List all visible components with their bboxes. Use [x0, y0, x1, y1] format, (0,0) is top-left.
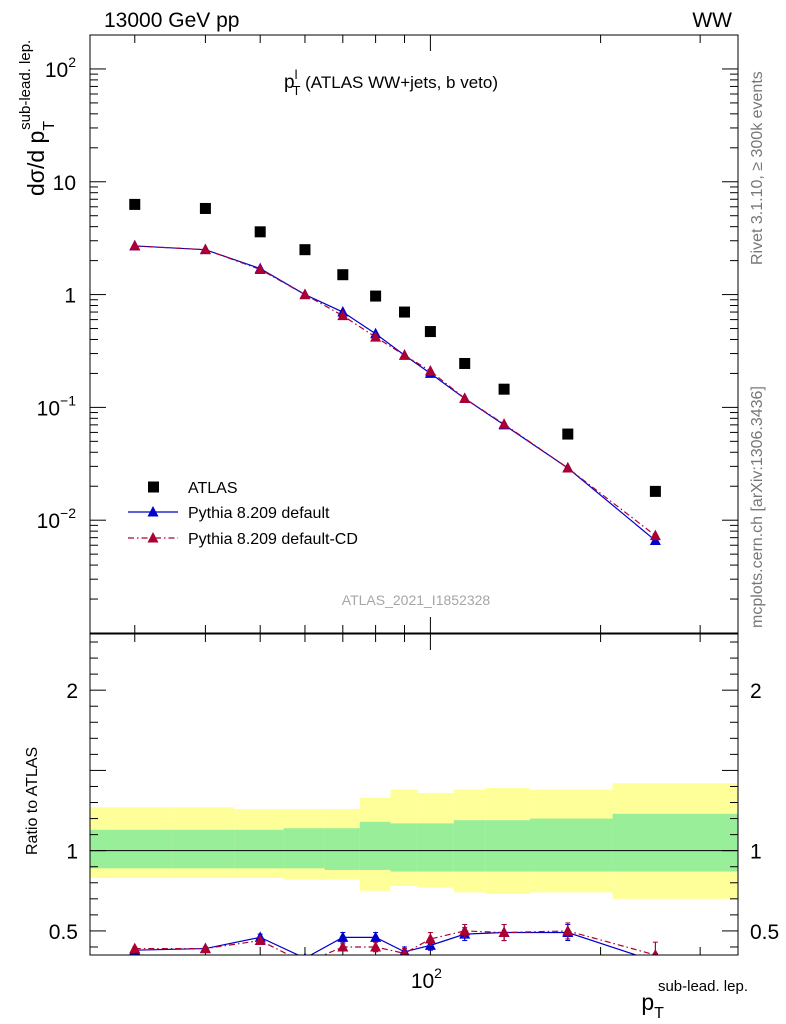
- y-tick-label: 1: [64, 285, 76, 308]
- band-inner-segment: [90, 829, 173, 869]
- legend-label: Pythia 8.209 default: [188, 505, 330, 522]
- y-tick-label: 102: [45, 54, 76, 82]
- y-tick-label: 10−1: [37, 392, 77, 420]
- legend-label: ATLAS: [188, 480, 238, 497]
- band-inner-segment: [172, 829, 235, 869]
- main-plot-frame: [89, 34, 739, 634]
- x-axis-label: pTsub-lead. lep.: [641, 978, 748, 1022]
- main-plot-title: pl T (ATLAS WW+jets, b veto): [284, 67, 498, 98]
- ratio-default-point: [337, 931, 349, 942]
- pythia-cd-point: [649, 529, 661, 541]
- atlas-point: [370, 290, 382, 302]
- pythia-default-line: [134, 245, 656, 542]
- ratio-cd-point: [370, 940, 382, 952]
- ratio-data-marks: [129, 922, 661, 968]
- atlas-point: [399, 306, 411, 318]
- legend: ATLAS Pythia 8.209 default Pythia 8.209 de…: [128, 480, 358, 548]
- atlas-point: [498, 383, 510, 395]
- band-inner-segment: [359, 821, 391, 870]
- main-data-marks: [129, 198, 661, 546]
- atlas-point: [459, 357, 471, 369]
- pythia-cd-point: [399, 349, 411, 360]
- ratio-default-point: [303, 952, 307, 955]
- watermark: ATLAS_2021_I1852328: [342, 592, 491, 608]
- ratio-plot: Ratio to ATLAS 2 2 1 1 0.5 0.5: [24, 633, 779, 968]
- atlas-point: [649, 485, 661, 497]
- ratio-y-tick-label: 1: [66, 841, 78, 864]
- ratio-y-tick-label: 2: [66, 680, 78, 703]
- band-inner-segment: [453, 820, 486, 872]
- ratio-cd-point: [424, 932, 436, 944]
- legend-atlas-marker: [148, 481, 159, 493]
- main-plot: pl T (ATLAS WW+jets, b veto) ATLAS_2021_I…: [17, 34, 739, 634]
- ratio-y-axis-label: Ratio to ATLAS: [24, 747, 41, 855]
- main-axis-tick-labels: 102 10 1 10−1 10−2: [37, 54, 77, 533]
- atlas-point: [424, 326, 436, 338]
- ratio-cd-point: [652, 949, 659, 955]
- band-inner-segment: [324, 828, 360, 870]
- pythia-cd-point: [498, 418, 510, 429]
- pythia-cd-point: [299, 288, 311, 300]
- mcplots-label: mcplots.cern.ch [arXiv:1306.3436]: [749, 386, 766, 628]
- ratio-cd-point: [199, 942, 211, 954]
- atlas-point: [129, 198, 141, 210]
- header-right: WW: [692, 9, 732, 32]
- atlas-point: [337, 269, 349, 281]
- pythia-cd-point: [199, 243, 211, 255]
- y-tick-label: 10: [53, 172, 76, 195]
- x-axis-tick-labels: 102: [411, 965, 442, 993]
- header-left: 13000 GeV pp: [104, 9, 239, 32]
- pythia-cd-point: [562, 462, 574, 473]
- main-y-axis-label: dσ/d pTsub-lead. lep.: [17, 40, 58, 196]
- pythia-cd-point: [459, 392, 471, 403]
- pythia-cd-point: [337, 309, 349, 321]
- ratio-y-tick-label-right: 0.5: [750, 921, 779, 944]
- ratio-y-tick-label-right: 1: [750, 841, 762, 864]
- atlas-point: [299, 244, 311, 256]
- legend-marker: [147, 532, 159, 543]
- band-inner-segment: [417, 823, 454, 872]
- ratio-cd-point: [129, 942, 141, 954]
- band-inner-segment: [234, 829, 284, 869]
- band-inner-segment: [390, 823, 418, 872]
- ratio-cd-point: [254, 934, 266, 946]
- legend-label: Pythia 8.209 default-CD: [188, 531, 358, 548]
- ratio-cd-point: [400, 947, 409, 955]
- band-inner-segment: [283, 828, 325, 869]
- ratio-uncertainty-bands: [90, 783, 738, 899]
- y-tick-label: 10−2: [37, 505, 77, 533]
- ratio-default-point: [370, 931, 382, 942]
- band-inner-segment: [485, 820, 530, 872]
- ratio-plot-frame: [89, 633, 739, 956]
- atlas-point: [562, 428, 574, 440]
- ratio-y-tick-label: 0.5: [49, 921, 78, 944]
- atlas-point: [254, 226, 266, 238]
- legend-marker: [147, 506, 159, 517]
- ratio-default-point: [650, 955, 661, 966]
- band-inner-segment: [529, 818, 613, 872]
- pythia-cd-point: [254, 263, 266, 274]
- ratio-cd-point: [299, 957, 310, 968]
- pythia-cd-point: [129, 239, 141, 251]
- ratio-cd-point: [459, 924, 471, 936]
- pythia-cd-line: [134, 245, 656, 537]
- ratio-y-tick-label-right: 2: [750, 680, 762, 703]
- rivet-label: Rivet 3.1.10, ≥ 300k events: [749, 71, 766, 265]
- ratio-cd-point: [562, 924, 574, 936]
- x-tick-label: 102: [411, 965, 442, 993]
- ratio-cd-point: [337, 940, 349, 952]
- ratio-cd-line: [134, 930, 656, 955]
- ratio-default-line: [134, 931, 638, 955]
- band-inner-segment: [612, 813, 738, 872]
- ratio-axis-tick-labels: 2 2 1 1 0.5 0.5: [49, 680, 779, 944]
- pythia-cd-point: [370, 331, 382, 342]
- ratio-cd-point: [498, 926, 510, 938]
- pythia-cd-point: [424, 365, 436, 376]
- atlas-point: [199, 202, 211, 214]
